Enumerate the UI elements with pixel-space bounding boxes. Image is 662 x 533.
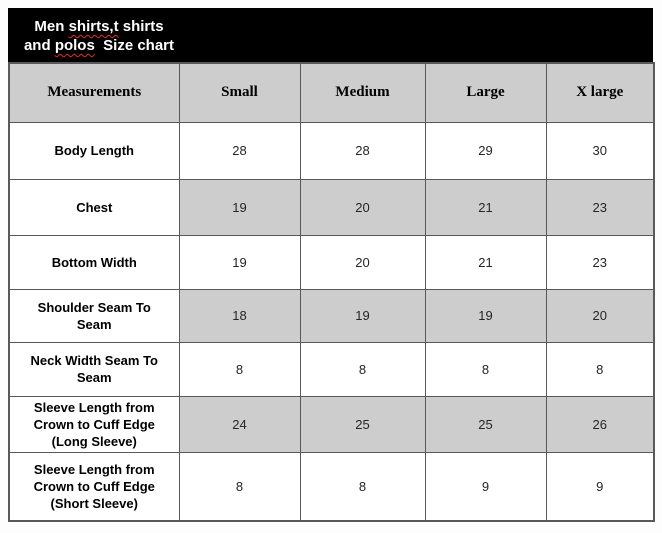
- size-value: 9: [424, 451, 547, 522]
- measurement-label: Sleeve Length from Crown to Cuff Edge (S…: [8, 451, 180, 522]
- size-value: 20: [299, 234, 426, 290]
- table-row: Shoulder Seam To Seam 18 19 19 20: [8, 288, 655, 343]
- table-row: Bottom Width 19 20 21 23: [8, 234, 655, 290]
- column-header-x-large: X large: [545, 62, 655, 123]
- size-value: 19: [178, 178, 301, 236]
- size-value: 24: [178, 395, 301, 453]
- chart-title-banner: Men shirts,t shirts and polos Size chart: [8, 8, 653, 62]
- size-value: 18: [178, 288, 301, 343]
- size-value: 21: [424, 234, 547, 290]
- measurement-label: Neck Width Seam To Seam: [8, 341, 180, 397]
- size-chart-body: Body Length 28 28 29 30 Chest 19 20 21 23 Bottom W…: [8, 121, 655, 522]
- size-value: 8: [299, 341, 426, 397]
- size-value: 19: [299, 288, 426, 343]
- table-row: Sleeve Length from Crown to Cuff Edge (S…: [8, 451, 655, 522]
- size-value: 8: [299, 451, 426, 522]
- size-value: 20: [545, 288, 655, 343]
- size-value: 25: [299, 395, 426, 453]
- size-value: 8: [424, 341, 547, 397]
- column-header-large: Large: [424, 62, 547, 123]
- size-value: 23: [545, 178, 655, 236]
- column-header-medium: Medium: [299, 62, 426, 123]
- size-chart-sheet: Men shirts,t shirts and polos Size chart …: [8, 8, 655, 522]
- measurement-label: Chest: [8, 178, 180, 236]
- size-value: 25: [424, 395, 547, 453]
- column-header-small: Small: [178, 62, 301, 123]
- title-text-segment: and: [23, 37, 55, 54]
- size-value: 29: [424, 121, 547, 180]
- column-header-measurements: Measurements: [8, 62, 180, 123]
- table-row: Chest 19 20 21 23: [8, 178, 655, 236]
- table-row: Neck Width Seam To Seam 8 8 8 8: [8, 341, 655, 397]
- size-value: 8: [178, 451, 301, 522]
- title-text-segment: shirts: [118, 18, 164, 35]
- table-row: Body Length 28 28 29 30: [8, 121, 655, 180]
- measurement-label: Shoulder Seam To Seam: [8, 288, 180, 343]
- size-value: 19: [424, 288, 547, 343]
- size-chart-table: Measurements Small Medium Large X large Body…: [8, 62, 655, 522]
- measurement-label: Sleeve Length from Crown to Cuff Edge (L…: [8, 395, 180, 453]
- size-value: 9: [545, 451, 655, 522]
- title-misspelled-word: polos: [54, 37, 95, 54]
- size-value: 28: [299, 121, 426, 180]
- title-text-segment: Men: [34, 18, 69, 35]
- measurement-label: Body Length: [8, 121, 180, 180]
- size-value: 8: [545, 341, 655, 397]
- title-misspelled-word: shirts,t: [68, 18, 119, 35]
- title-text-segment: Size chart: [94, 37, 175, 54]
- size-value: 26: [545, 395, 655, 453]
- size-chart-header-row: Measurements Small Medium Large X large: [8, 62, 655, 123]
- page-title: Men shirts,t shirts and polos Size chart: [8, 15, 190, 55]
- size-value: 23: [545, 234, 655, 290]
- size-value: 30: [545, 121, 655, 180]
- size-value: 8: [178, 341, 301, 397]
- table-row: Sleeve Length from Crown to Cuff Edge (L…: [8, 395, 655, 453]
- size-value: 28: [178, 121, 301, 180]
- size-value: 20: [299, 178, 426, 236]
- measurement-label: Bottom Width: [8, 234, 180, 290]
- size-value: 19: [178, 234, 301, 290]
- size-value: 21: [424, 178, 547, 236]
